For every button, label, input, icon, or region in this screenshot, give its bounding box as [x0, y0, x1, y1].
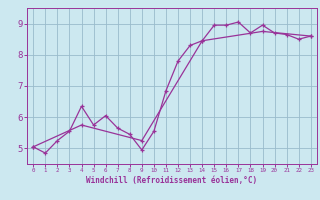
X-axis label: Windchill (Refroidissement éolien,°C): Windchill (Refroidissement éolien,°C) — [86, 176, 258, 185]
